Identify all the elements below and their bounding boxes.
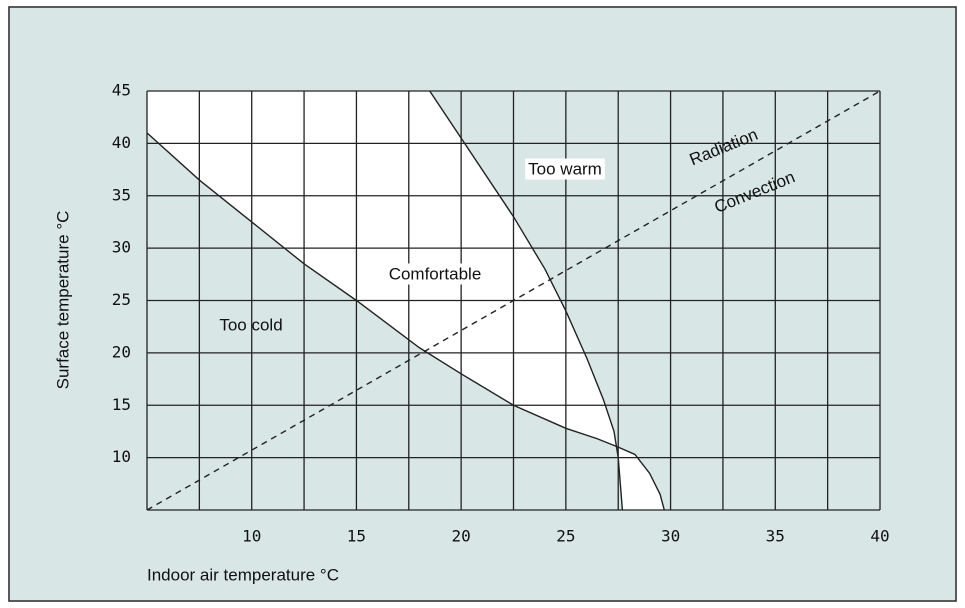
annotation-bg (385, 263, 485, 285)
y-tick-label: 15 (112, 395, 131, 414)
y-tick-label: 25 (112, 290, 131, 309)
curve (146, 90, 881, 511)
annotation: Too cold (219, 315, 282, 334)
y-tick-label: 10 (112, 447, 131, 466)
y-tick-label: 35 (112, 185, 131, 204)
x-tick-label: 25 (556, 527, 575, 546)
y-tick-label: 20 (112, 342, 131, 361)
curve (146, 132, 619, 448)
annotation: Comfortable (389, 264, 482, 283)
y-tick-label: 45 (112, 81, 131, 100)
annotation-bg (525, 158, 605, 180)
x-tick-label: 30 (661, 527, 680, 546)
frame (8, 6, 957, 602)
x-tick-label: 15 (347, 527, 366, 546)
x-axis-label: Indoor air temperature °C (147, 565, 339, 584)
y-tick-label: 40 (112, 133, 131, 152)
x-tick-label: 20 (452, 527, 471, 546)
y-tick-label: 30 (112, 238, 131, 257)
x-tick-label: 40 (870, 527, 889, 546)
curve (429, 90, 624, 511)
curve (617, 446, 665, 511)
x-tick-label: 10 (242, 527, 261, 546)
annotation: Too warm (528, 159, 602, 178)
y-axis-label: Surface temperature °C (53, 211, 72, 390)
x-tick-label: 35 (766, 527, 785, 546)
